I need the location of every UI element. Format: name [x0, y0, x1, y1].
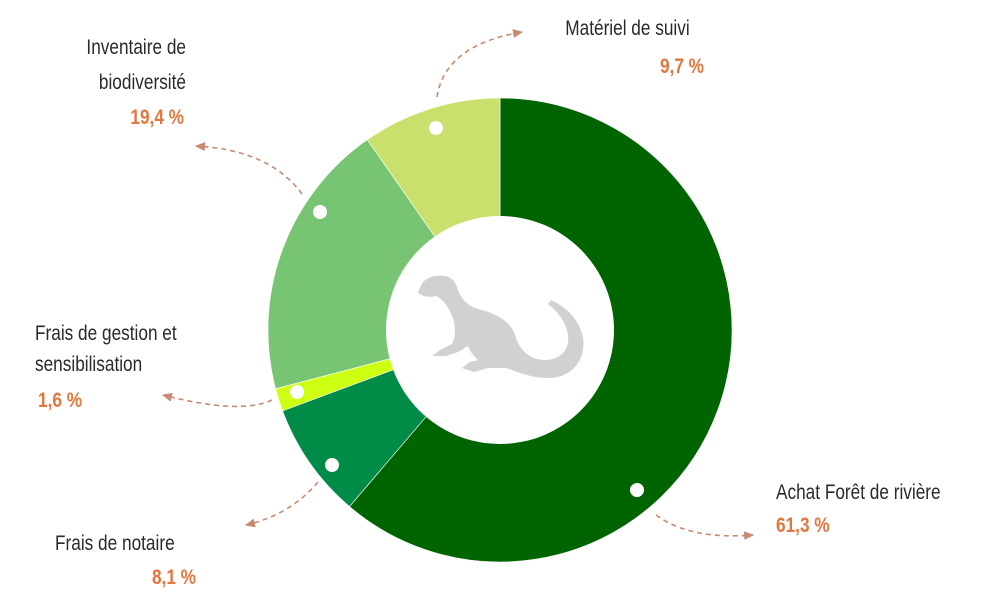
slice-marker-materiel	[429, 121, 443, 135]
leader-line-notaire	[244, 481, 319, 528]
label-gestion-line2: sensibilisation	[35, 353, 143, 376]
label-gestion-line1: Frais de gestion et	[35, 322, 177, 345]
value-achat: 61,3 %	[776, 514, 830, 537]
label-achat: Achat Forêt de rivière	[776, 481, 941, 504]
slice-marker-gestion	[290, 385, 304, 399]
leader-line-achat	[655, 514, 755, 541]
label-inventaire-line2: biodiversité	[98, 71, 186, 94]
leader-line-materiel	[436, 29, 524, 98]
value-inventaire: 19,4 %	[130, 106, 184, 129]
leader-line-gestion	[161, 392, 273, 408]
value-materiel: 9,7 %	[659, 55, 704, 78]
slice-marker-inventaire	[313, 205, 327, 219]
leader-line-inventaire	[194, 142, 303, 195]
otter-icon	[418, 275, 584, 378]
label-materiel: Matériel de suivi	[565, 17, 690, 40]
label-notaire: Frais de notaire	[55, 532, 175, 555]
slice-marker-notaire	[325, 458, 339, 472]
slice-marker-achat	[630, 483, 644, 497]
label-inventaire-line1: Inventaire de	[86, 36, 186, 59]
value-notaire: 8,1 %	[151, 566, 196, 589]
value-gestion: 1,6 %	[38, 389, 83, 412]
